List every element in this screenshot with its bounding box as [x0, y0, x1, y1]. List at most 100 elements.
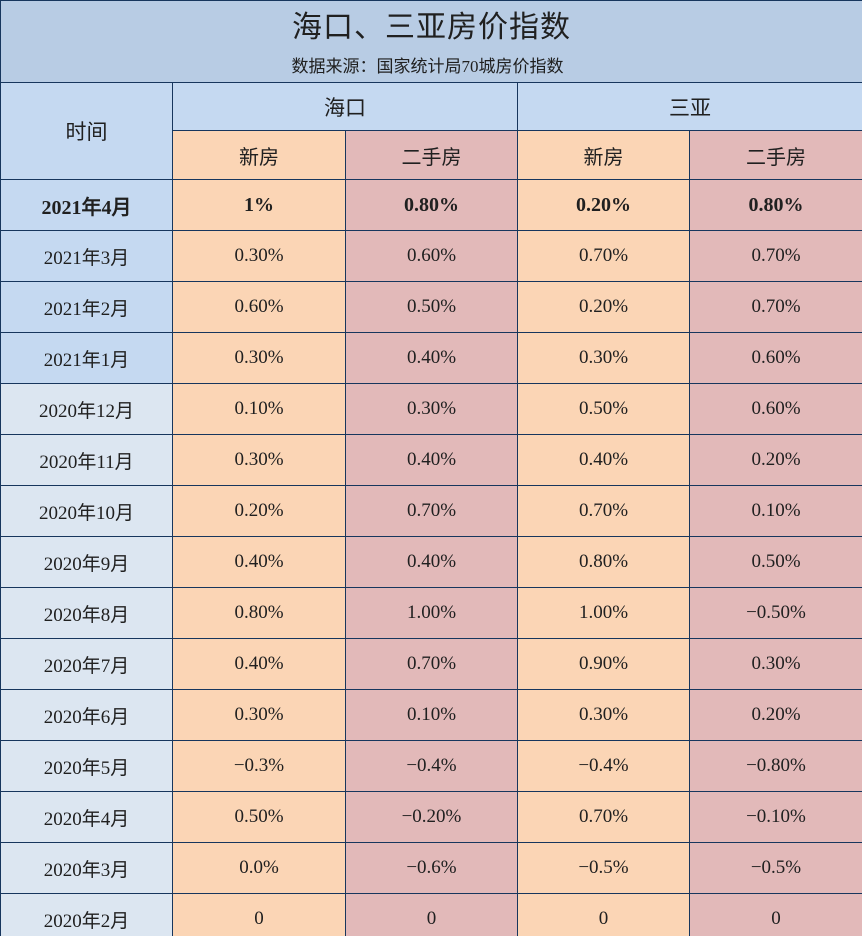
cell-value: 0.20%: [172, 485, 346, 537]
cell-value: 0.10%: [345, 689, 518, 741]
cell-value: 0.10%: [172, 383, 346, 435]
cell-value: 0.70%: [345, 638, 518, 690]
cell-value: 0: [345, 893, 518, 936]
table-row: 2020年4月 0.50% −0.20% 0.70% −0.10%: [0, 791, 862, 843]
cell-value: 0.20%: [517, 179, 690, 231]
cell-value: −0.3%: [172, 740, 346, 792]
table-row: 2021年3月 0.30% 0.60% 0.70% 0.70%: [0, 230, 862, 282]
cell-time: 2020年5月: [0, 740, 173, 792]
cell-value: 0.60%: [689, 332, 862, 384]
cell-value: 0.50%: [172, 791, 346, 843]
cell-value: 0.20%: [689, 434, 862, 486]
cell-value: 0: [689, 893, 862, 936]
cell-time: 2020年2月: [0, 893, 173, 936]
table-row: 2020年6月 0.30% 0.10% 0.30% 0.20%: [0, 689, 862, 741]
cell-value: 1%: [172, 179, 346, 231]
cell-time: 2020年3月: [0, 842, 173, 894]
cell-value: 0.30%: [172, 689, 346, 741]
column-header-time: 时间: [0, 82, 173, 180]
cell-value: 0.20%: [689, 689, 862, 741]
cell-time: 2020年12月: [0, 383, 173, 435]
cell-value: 0.30%: [172, 230, 346, 282]
table-body: 2021年4月 1% 0.80% 0.20% 0.80% 2021年3月 0.30% 0.60…: [0, 179, 862, 936]
cell-time: 2020年9月: [0, 536, 173, 588]
table-row: 2020年2月 0 0 0 0: [0, 893, 862, 936]
cell-value: 0.50%: [517, 383, 690, 435]
cell-time: 2021年2月: [0, 281, 173, 333]
column-header-sanya-new: 新房: [517, 130, 690, 180]
header-city-row: 时间 海口 三亚: [0, 82, 862, 180]
cell-value: 0.40%: [172, 638, 346, 690]
table-row: 2020年11月 0.30% 0.40% 0.40% 0.20%: [0, 434, 862, 486]
cell-time: 2020年10月: [0, 485, 173, 537]
cell-value: 0.40%: [172, 536, 346, 588]
cell-value: 0.40%: [517, 434, 690, 486]
cell-value: 0.80%: [172, 587, 346, 639]
table-row: 2020年8月 0.80% 1.00% 1.00% −0.50%: [0, 587, 862, 639]
cell-value: 0.40%: [345, 536, 518, 588]
cell-value: 0.40%: [345, 332, 518, 384]
cell-value: 0.30%: [689, 638, 862, 690]
cell-value: 0.30%: [172, 332, 346, 384]
cell-value: 0.10%: [689, 485, 862, 537]
cell-value: 0: [517, 893, 690, 936]
table-row: 2020年3月 0.0% −0.6% −0.5% −0.5%: [0, 842, 862, 894]
header-sub-row: 新房 二手房 新房 二手房: [1, 130, 862, 180]
data-source-note: 数据来源：国家统计局70城房价指数: [0, 47, 862, 83]
column-header-sanya-used: 二手房: [689, 130, 862, 180]
cell-value: 1.00%: [345, 587, 518, 639]
cell-value: 1.00%: [517, 587, 690, 639]
column-header-sanya: 三亚: [517, 82, 862, 131]
cell-value: −0.10%: [689, 791, 862, 843]
cell-value: 0.80%: [345, 179, 518, 231]
cell-value: 0.70%: [345, 485, 518, 537]
cell-time: 2020年6月: [0, 689, 173, 741]
cell-value: 0.70%: [689, 230, 862, 282]
cell-value: 0.0%: [172, 842, 346, 894]
table-row: 2021年2月 0.60% 0.50% 0.20% 0.70%: [0, 281, 862, 333]
table-row: 2021年4月 1% 0.80% 0.20% 0.80%: [0, 179, 862, 231]
cell-value: 0.40%: [345, 434, 518, 486]
cell-value: 0.60%: [345, 230, 518, 282]
cell-time: 2020年8月: [0, 587, 173, 639]
cell-value: 0.50%: [345, 281, 518, 333]
cell-value: −0.4%: [517, 740, 690, 792]
cell-value: 0.60%: [172, 281, 346, 333]
cell-value: 0.20%: [517, 281, 690, 333]
cell-value: 0: [172, 893, 346, 936]
cell-value: −0.6%: [345, 842, 518, 894]
cell-time: 2020年4月: [0, 791, 173, 843]
table-row: 2020年5月 −0.3% −0.4% −0.4% −0.80%: [0, 740, 862, 792]
cell-value: 0.70%: [689, 281, 862, 333]
cell-value: 0.30%: [517, 332, 690, 384]
cell-value: 0.70%: [517, 485, 690, 537]
cell-time: 2020年7月: [0, 638, 173, 690]
cell-time: 2021年4月: [0, 179, 173, 231]
cell-value: −0.80%: [689, 740, 862, 792]
source-row: 数据来源：国家统计局70城房价指数: [0, 47, 862, 83]
table-row: 2020年9月 0.40% 0.40% 0.80% 0.50%: [0, 536, 862, 588]
cell-value: 0.80%: [517, 536, 690, 588]
cell-value: 0.80%: [689, 179, 862, 231]
table-row: 2020年7月 0.40% 0.70% 0.90% 0.30%: [0, 638, 862, 690]
title-row: 海口、三亚房价指数: [0, 0, 862, 47]
column-header-haikou: 海口: [172, 82, 518, 131]
table-row: 2020年12月 0.10% 0.30% 0.50% 0.60%: [0, 383, 862, 435]
cell-value: −0.50%: [689, 587, 862, 639]
cell-value: 0.70%: [517, 791, 690, 843]
table-row: 2020年10月 0.20% 0.70% 0.70% 0.10%: [0, 485, 862, 537]
cell-value: 0.90%: [517, 638, 690, 690]
cell-value: 0.30%: [172, 434, 346, 486]
cell-value: 0.30%: [345, 383, 518, 435]
cell-time: 2021年3月: [0, 230, 173, 282]
cell-time: 2020年11月: [0, 434, 173, 486]
cell-value: 0.50%: [689, 536, 862, 588]
page-title: 海口、三亚房价指数: [0, 0, 862, 47]
cell-value: −0.5%: [517, 842, 690, 894]
cell-value: −0.4%: [345, 740, 518, 792]
cell-value: −0.5%: [689, 842, 862, 894]
cell-time: 2021年1月: [0, 332, 173, 384]
column-header-haikou-new: 新房: [172, 130, 346, 180]
cell-value: −0.20%: [345, 791, 518, 843]
